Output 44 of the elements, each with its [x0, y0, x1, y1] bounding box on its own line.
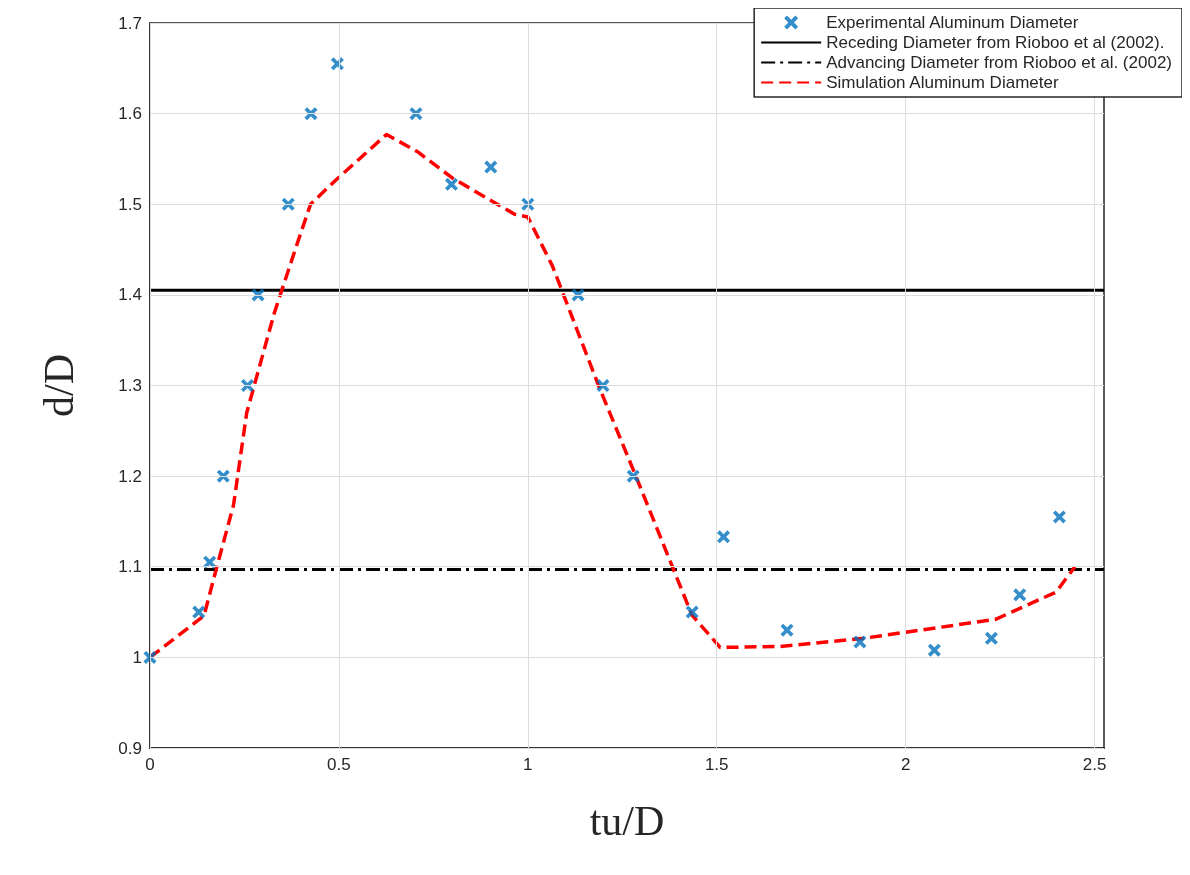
legend-label: Experimental Aluminum Diameter	[826, 13, 1079, 32]
x-tick-label: 0	[145, 755, 155, 774]
x-tick-label: 0.5	[327, 755, 351, 774]
point	[409, 107, 423, 121]
point	[1013, 588, 1027, 602]
x-tick-label: 2	[900, 755, 911, 774]
y-tick-label: 0.9	[118, 738, 142, 758]
point	[521, 197, 535, 211]
y-tick-label: 1.4	[118, 285, 142, 305]
point	[281, 197, 295, 211]
point	[717, 530, 731, 544]
point	[192, 605, 206, 619]
point	[203, 555, 217, 569]
x-tick-label: 1	[523, 755, 533, 774]
point	[143, 650, 157, 664]
point	[626, 469, 640, 483]
legend-label: Receding Diameter from Rioboo et al (2002).	[826, 33, 1165, 52]
y-tick-label: 1.5	[118, 194, 142, 214]
point	[251, 288, 265, 302]
point	[240, 379, 254, 392]
y-tick-label: 1.7	[118, 13, 142, 33]
point	[927, 643, 941, 657]
point	[853, 635, 867, 649]
y-tick-label: 1.3	[118, 376, 142, 395]
y-tick-label: 1.1	[118, 557, 142, 577]
point	[571, 288, 585, 302]
x-tick-label: 2.5	[1082, 755, 1107, 774]
point	[1052, 510, 1066, 524]
point	[445, 177, 458, 191]
x-tick-label: 1.5	[704, 755, 729, 774]
x-axis-title: tu/D	[589, 798, 665, 844]
y-axis-title: d/D	[36, 354, 82, 417]
legend-label: Simulation Aluminum Diameter	[826, 73, 1059, 92]
y-tick-label: 1	[132, 647, 142, 667]
point	[780, 623, 794, 637]
point	[984, 631, 998, 645]
y-tick-label: 1.2	[118, 466, 142, 486]
point	[685, 605, 699, 619]
y-tick-label: 1.6	[118, 104, 142, 124]
point	[304, 107, 318, 121]
legend-label: Advancing Diameter from Rioboo et al. (2002)	[826, 53, 1173, 72]
point	[216, 469, 230, 483]
point	[596, 379, 610, 392]
point	[484, 160, 498, 174]
